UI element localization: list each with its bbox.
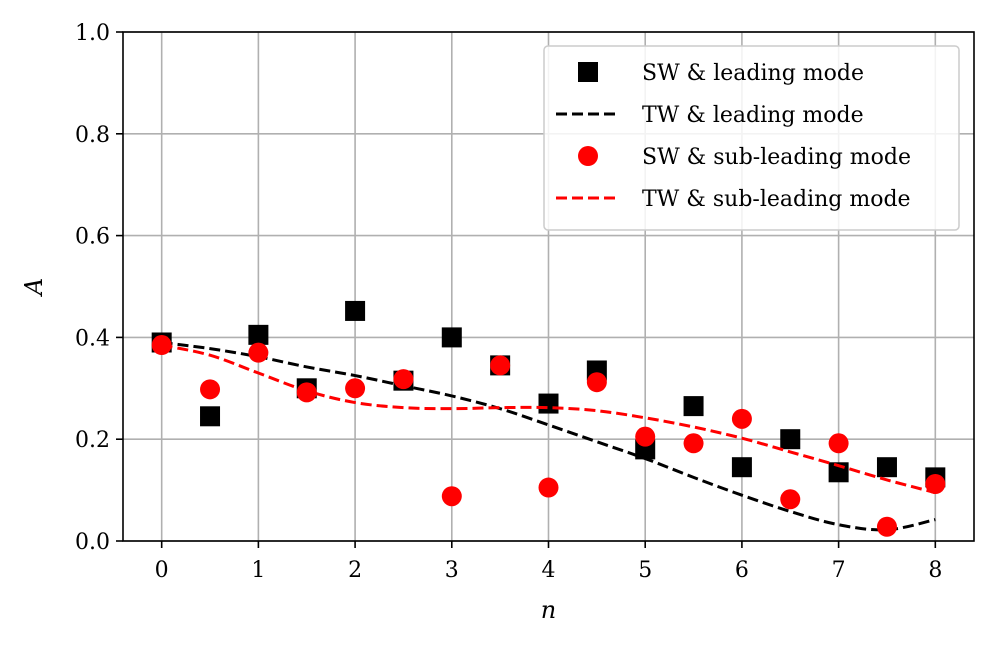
y-tick-label: 0.2 — [75, 428, 110, 453]
x-tick-label: 1 — [251, 558, 265, 583]
legend-marker-swatch — [578, 146, 598, 166]
x-tick-label: 3 — [445, 558, 459, 583]
data-point — [538, 393, 559, 414]
data-point — [780, 429, 801, 450]
data-point — [683, 396, 704, 417]
x-tick-label: 4 — [542, 558, 556, 583]
data-point — [828, 433, 849, 454]
data-point — [441, 486, 462, 507]
x-tick-label: 0 — [155, 558, 169, 583]
series-2 — [151, 335, 946, 537]
y-tick-label: 1.0 — [75, 21, 110, 46]
axis-ticks: 0 1 2 3 4 5 6 7 8 0.0 0.2 0.4 0.6 0.8 1.0 — [75, 21, 942, 583]
data-point — [925, 473, 946, 494]
x-tick-label: 8 — [928, 558, 942, 583]
data-point — [248, 324, 269, 345]
y-axis-label: A — [20, 278, 48, 297]
data-point — [441, 327, 462, 348]
data-point — [200, 379, 221, 400]
plot-series — [151, 300, 946, 537]
data-point — [635, 426, 656, 447]
x-tick-label: 2 — [348, 558, 362, 583]
series-3 — [161, 343, 936, 495]
x-axis-label: n — [541, 596, 556, 624]
y-tick-label: 0.6 — [75, 225, 110, 250]
data-point — [780, 489, 801, 510]
series-line — [161, 341, 936, 532]
y-tick-label: 0.0 — [75, 530, 110, 555]
data-point — [200, 406, 221, 427]
data-point — [731, 457, 752, 478]
y-tick-label: 0.4 — [75, 326, 110, 351]
data-point — [586, 372, 607, 393]
legend-box — [543, 45, 960, 231]
legend-label: SW & leading mode — [642, 61, 864, 86]
legend-marker-swatch — [578, 62, 598, 82]
legend-label: TW & leading mode — [642, 103, 864, 128]
series-1 — [161, 341, 936, 532]
data-point — [876, 457, 897, 478]
legend-item: SW & sub-leading mode — [578, 145, 911, 170]
legend-item: SW & leading mode — [578, 61, 864, 86]
data-point — [393, 369, 414, 390]
data-point — [345, 378, 366, 399]
y-tick-label: 0.8 — [75, 123, 110, 148]
legend-item: TW & leading mode — [556, 103, 864, 128]
legend-item: TW & sub-leading mode — [556, 187, 911, 212]
x-tick-label: 5 — [638, 558, 652, 583]
data-point — [345, 300, 366, 321]
data-point — [876, 516, 897, 537]
data-point — [538, 477, 559, 498]
legend-label: SW & sub-leading mode — [642, 145, 911, 170]
data-point — [731, 408, 752, 429]
legend-label: TW & sub-leading mode — [642, 187, 911, 212]
data-point — [683, 433, 704, 454]
series-line — [161, 343, 936, 495]
data-point — [248, 342, 269, 363]
legend: SW & leading mode TW & leading mode SW & s… — [543, 45, 960, 231]
x-tick-label: 6 — [735, 558, 749, 583]
data-point — [490, 355, 511, 376]
x-tick-label: 7 — [832, 558, 846, 583]
